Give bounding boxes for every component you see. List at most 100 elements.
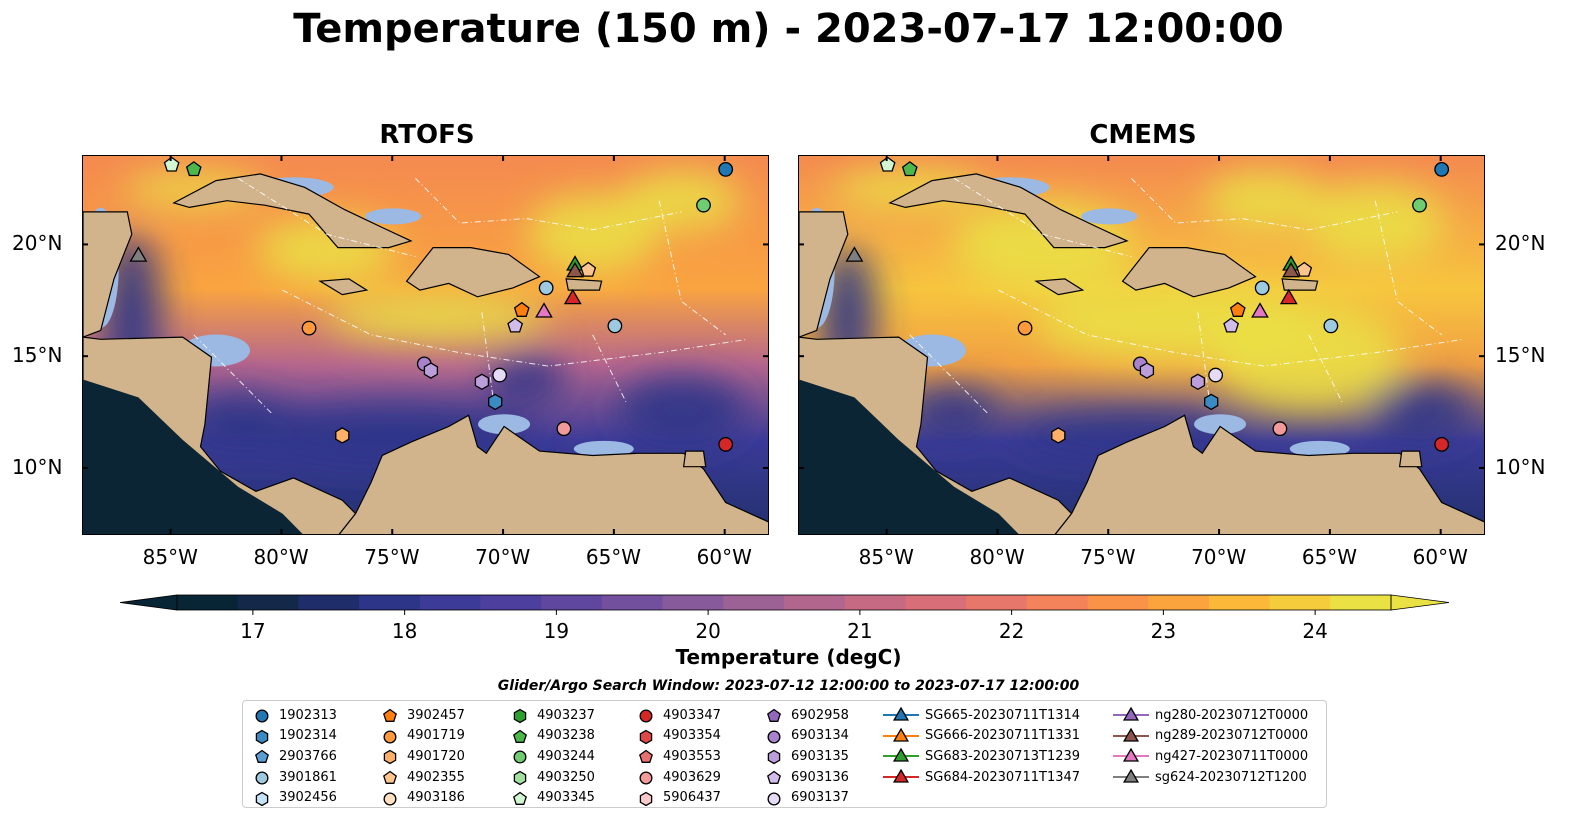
- legend-title: Glider/Argo Search Window: 2023-07-12 12…: [497, 678, 1080, 694]
- legend-marker: [767, 770, 781, 785]
- legend-marker: [892, 727, 910, 742]
- legend-label: 4903347: [663, 707, 721, 723]
- colorbar-bin: [1208, 595, 1271, 610]
- lat-tick-label: 10°N: [12, 454, 63, 479]
- legend-entry: 4901719: [379, 726, 465, 747]
- legend-label: 6903137: [791, 790, 849, 806]
- colorbar-bin: [359, 595, 421, 610]
- legend-entry: 4902355: [379, 767, 465, 788]
- marker-1902314: [488, 393, 503, 411]
- land-puertorico: [1281, 278, 1319, 291]
- lon-tick-label: 65°W: [1301, 545, 1358, 569]
- land-trinidad: [1398, 450, 1423, 468]
- legend-label: 4903186: [407, 790, 465, 806]
- map-panel-rtofs[interactable]: [82, 155, 769, 535]
- legend-column: ng280-20230712T0000 ng289-20230712T0000 ng…: [1113, 705, 1308, 787]
- legend-pentagon-icon: [255, 750, 269, 764]
- legend-label: SG684-20230711T1347: [925, 769, 1081, 785]
- legend-circle-icon: [639, 771, 653, 785]
- legend-marker: [639, 791, 653, 806]
- colorbar-tick-label: 23: [1151, 619, 1176, 642]
- marker-4903629: [556, 421, 572, 437]
- legend-marker: [383, 792, 397, 806]
- lon-tick-label: 75°W: [1080, 545, 1136, 569]
- colorbar-bin: [298, 595, 360, 610]
- legend-entry: ng427-20230711T0000: [1113, 746, 1308, 767]
- observation-markers: [845, 156, 1450, 452]
- legend-column: SG665-20230711T1314 SG666-20230711T1331 SG…: [883, 705, 1080, 787]
- legend-marker: [383, 730, 397, 744]
- colorbar-tick-label: 17: [240, 619, 265, 642]
- legend-column: 4903347 4903354 4903553 4903629 5906437: [635, 705, 721, 808]
- marker-4903345: [879, 156, 896, 172]
- lon-tick-label: 85°W: [142, 545, 198, 569]
- legend-label: 4903244: [537, 748, 595, 764]
- land-hispaniola: [1121, 247, 1257, 298]
- colorbar: 17 18 19 20 21 22 23 24: [119, 594, 1450, 642]
- legend-marker: [639, 729, 653, 745]
- legend-entry: 6903136: [763, 767, 849, 788]
- lat-tick-label: 20°N: [12, 231, 63, 256]
- legend-triangle-icon: [883, 768, 919, 783]
- eez-boundaries: [193, 177, 748, 414]
- map-panel-cmems[interactable]: [798, 155, 1485, 535]
- legend-marker: [892, 768, 910, 783]
- legend-label: 3902457: [407, 707, 465, 723]
- marker-ng427-20230711T0000: [535, 302, 553, 318]
- marker-6903137: [1208, 367, 1224, 383]
- colorbar-bin: [480, 595, 542, 610]
- legend-entry: 4903238: [509, 726, 595, 747]
- legend-triangle-icon: [883, 706, 919, 721]
- legend-circle-icon: [383, 730, 397, 744]
- marker-4902355: [1296, 261, 1313, 277]
- colorbar-bin: [177, 595, 239, 610]
- legend-triangle-icon: [883, 748, 919, 763]
- legend-circle-icon: [767, 792, 781, 806]
- legend-circle-icon: [767, 730, 781, 744]
- legend-pentagon-icon: [383, 770, 397, 785]
- legend-circle-icon: [383, 792, 397, 806]
- colorbar-bin: [844, 595, 906, 610]
- legend-label: 4903238: [537, 728, 595, 744]
- marker-3901861b: [1323, 318, 1339, 334]
- legend-label: ng280-20230712T0000: [1155, 707, 1309, 723]
- legend-marker: [1122, 748, 1140, 763]
- legend-circle-icon: [513, 750, 527, 764]
- legend-entry: 4903186: [379, 787, 465, 808]
- lat-tick-label: 15°N: [1495, 343, 1546, 368]
- legend-marker: [1122, 706, 1140, 721]
- marker-6903135b: [474, 373, 490, 391]
- map-canvas: [799, 156, 1484, 534]
- colorbar-bin: [723, 595, 785, 610]
- legend-pentagon-icon: [767, 708, 781, 723]
- marker-1902313: [718, 162, 734, 177]
- legend-label: SG666-20230711T1331: [925, 728, 1081, 744]
- legend-entry: 6903137: [763, 787, 849, 808]
- marker-ng289-20230712T0000: [1282, 261, 1300, 278]
- legend-label: 2903766: [279, 748, 337, 764]
- marker-SG684-20230711T1347: [563, 288, 582, 305]
- marker-4903347: [718, 436, 734, 452]
- legend-entry: 4903250: [509, 767, 595, 788]
- marker-4903238: [185, 161, 202, 177]
- legend-label: 4903345: [537, 790, 595, 806]
- legend-label: SG665-20230711T1314: [925, 707, 1081, 723]
- marker-3902457: [1229, 301, 1246, 317]
- marker-3901861b: [607, 318, 623, 334]
- legend-entry: ng280-20230712T0000: [1113, 705, 1308, 726]
- legend-hexagon-icon: [767, 750, 781, 765]
- observation-markers: [129, 156, 734, 452]
- legend-triangle-icon: [1113, 768, 1149, 783]
- land-cuba: [888, 173, 1129, 249]
- lon-tick-label: 60°W: [696, 545, 752, 569]
- legend-marker: [767, 792, 781, 806]
- tick-marks: [798, 155, 1485, 535]
- marker-sg624-20230712T1200: [845, 246, 864, 262]
- legend-marker: [383, 708, 397, 723]
- colorbar-label: Temperature (degC): [675, 645, 902, 669]
- land-cuba: [172, 173, 413, 249]
- eez-boundaries: [909, 177, 1464, 414]
- lon-tick-label: 65°W: [585, 545, 642, 569]
- legend-entry: 4903553: [635, 746, 721, 767]
- marker-6903135: [1139, 362, 1155, 379]
